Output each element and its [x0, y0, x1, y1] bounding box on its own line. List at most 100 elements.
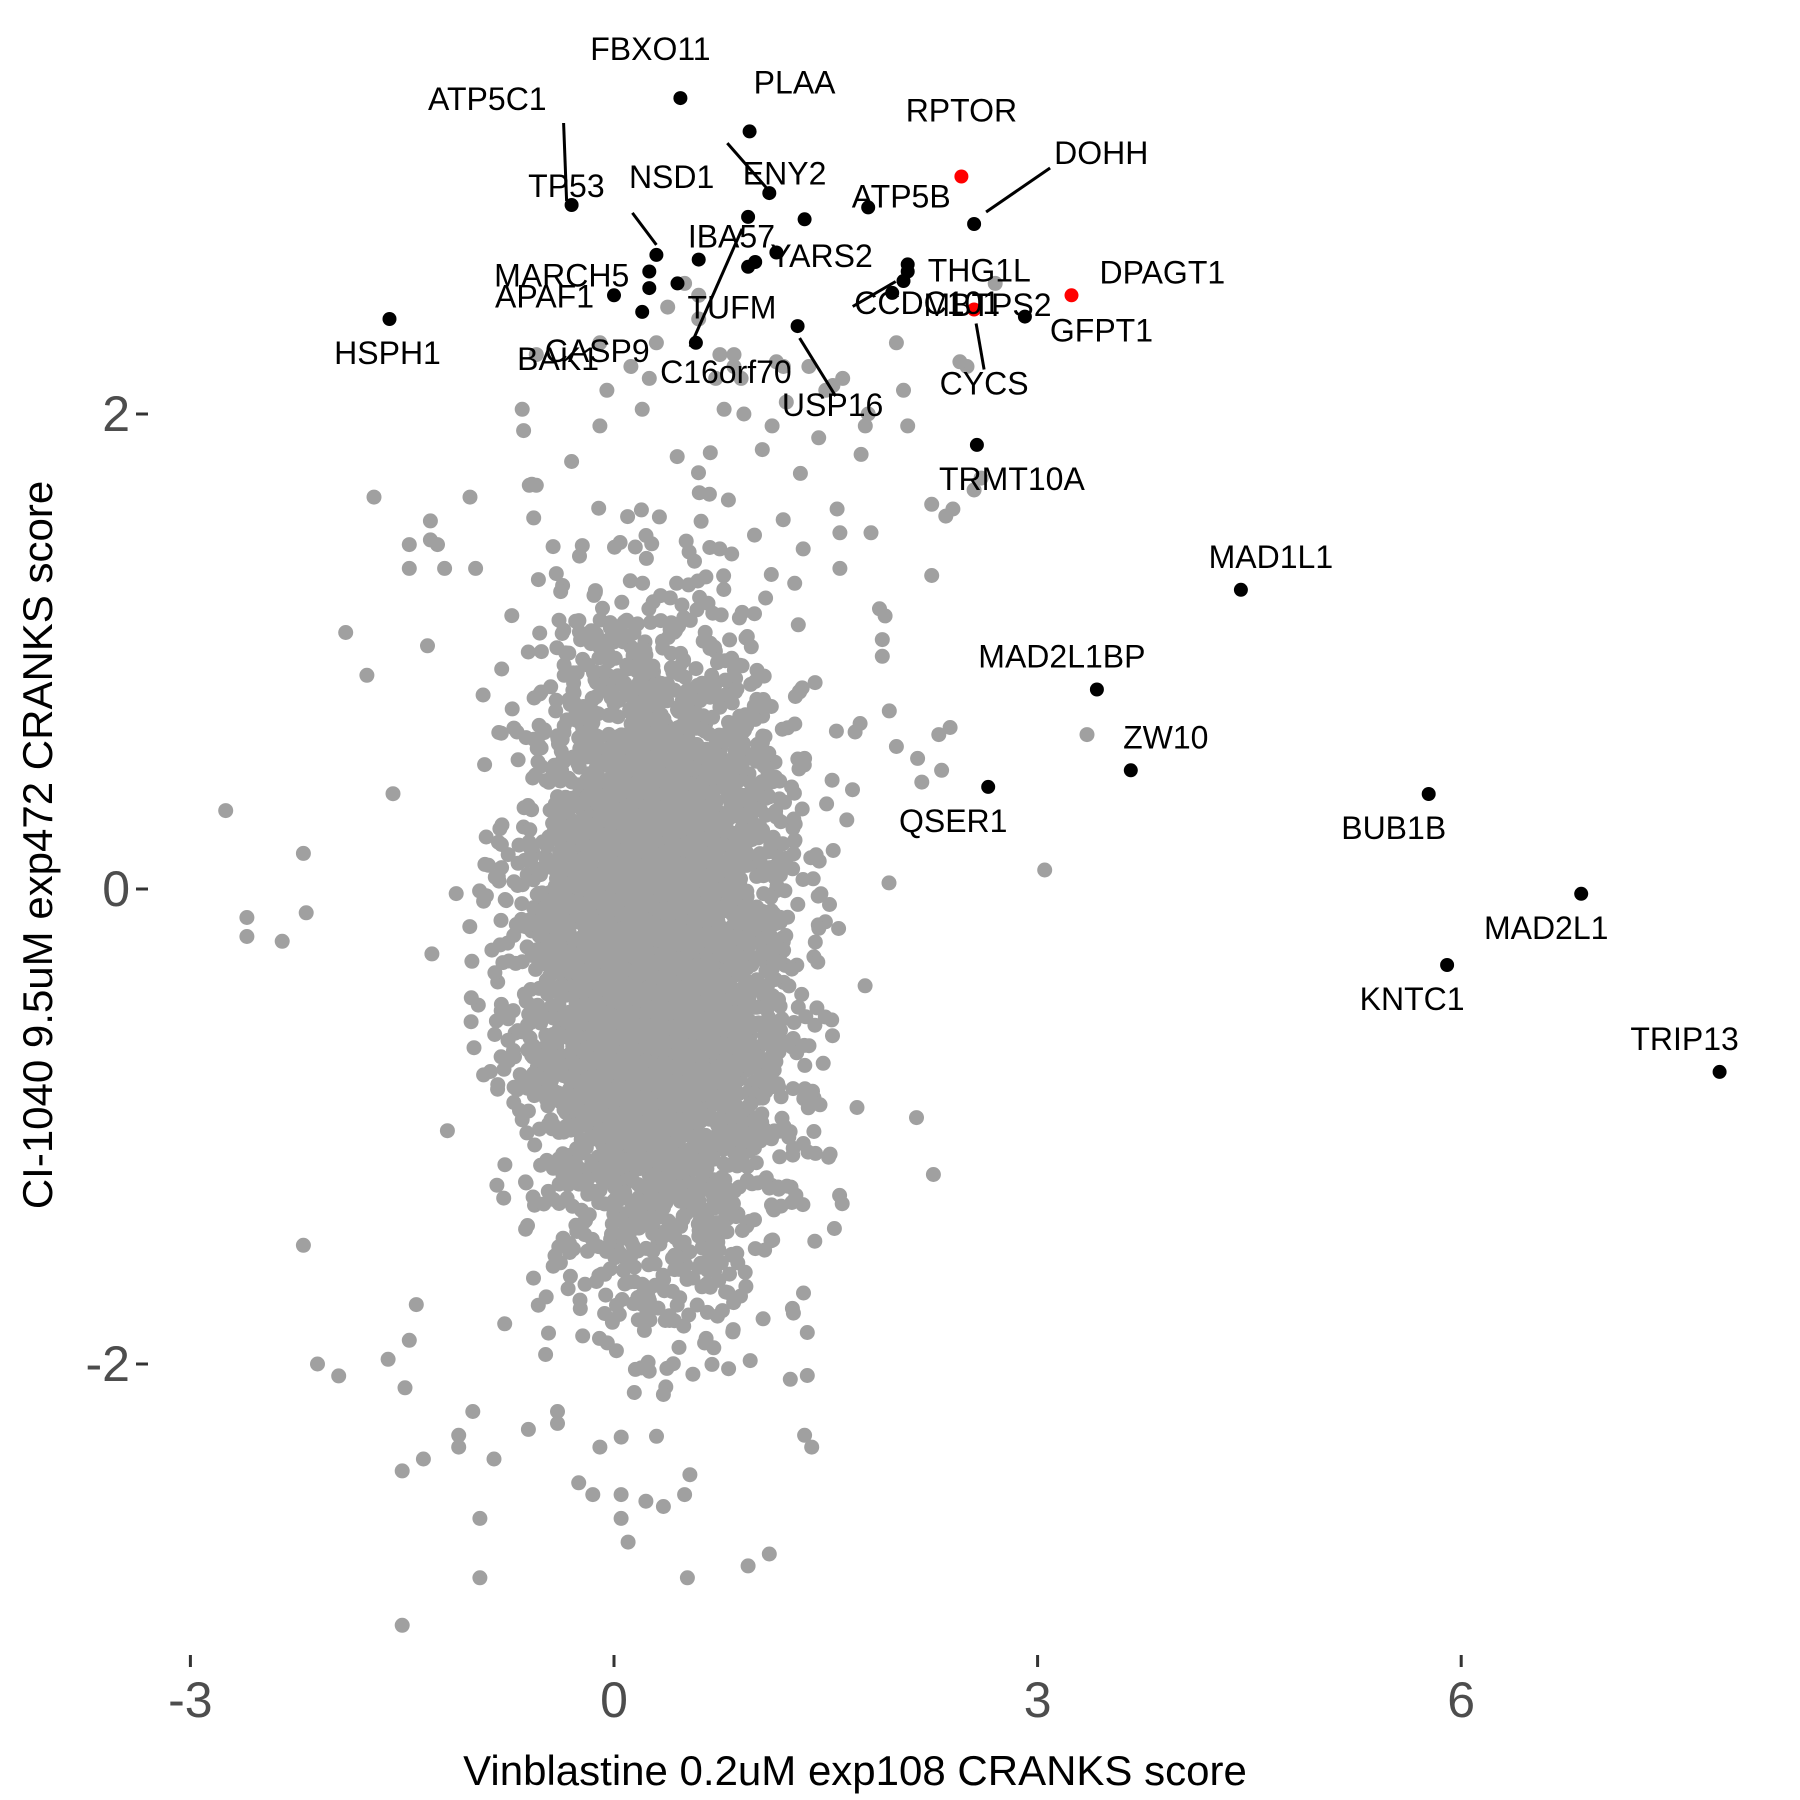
- bulk-point: [570, 756, 586, 772]
- bulk-point: [805, 871, 821, 887]
- bulk-point: [619, 764, 634, 780]
- bulk-point: [729, 725, 745, 741]
- bulk-point: [636, 1322, 652, 1338]
- bulk-point: [671, 1261, 687, 1277]
- bulk-point: [857, 978, 873, 994]
- bulk-point: [661, 779, 677, 795]
- bulk-point: [472, 883, 488, 899]
- bulk-point: [530, 1047, 546, 1063]
- bulk-point: [670, 699, 686, 715]
- bulk-point: [762, 1073, 778, 1088]
- bulk-point: [679, 1084, 695, 1100]
- bulk-point: [539, 1030, 555, 1046]
- bulk-point: [609, 1297, 624, 1313]
- bulk-point: [665, 952, 681, 968]
- bulk-point: [646, 1167, 662, 1183]
- bulk-point: [755, 734, 770, 750]
- bulk-point: [776, 942, 792, 958]
- bulk-point: [581, 935, 596, 951]
- bulk-point: [463, 1014, 479, 1030]
- bulk-point: [807, 675, 823, 691]
- bulk-point: [548, 692, 564, 708]
- bulk-point: [584, 1231, 600, 1247]
- bulk-point: [532, 1004, 548, 1020]
- bulk-point: [498, 893, 514, 909]
- bulk-point: [491, 725, 507, 740]
- bulk-point: [715, 836, 731, 852]
- bulk-point: [549, 823, 564, 839]
- bulk-point: [669, 1297, 685, 1313]
- bulk-point: [704, 1356, 720, 1372]
- bulk-point: [771, 992, 786, 1007]
- bulk-point: [501, 953, 517, 969]
- bulk-point: [641, 1290, 657, 1306]
- bulk-point: [464, 953, 480, 969]
- bulk-point: [839, 812, 855, 828]
- bulk-point: [615, 1262, 631, 1278]
- bulk-point: [662, 590, 678, 606]
- bulk-point: [546, 1192, 562, 1207]
- bulk-point: [549, 728, 565, 744]
- bulk-point: [497, 1157, 513, 1173]
- bulk-point: [614, 1017, 630, 1033]
- bulk-point: [647, 1256, 663, 1272]
- bulk-point: [651, 509, 667, 525]
- bulk-point: [743, 639, 759, 655]
- bulk-point: [721, 1182, 737, 1198]
- bulk-point: [702, 445, 718, 461]
- bulk-point: [597, 1196, 613, 1212]
- bulk-point: [529, 942, 545, 958]
- bulk-point: [671, 1339, 687, 1355]
- bulk-point: [756, 1052, 772, 1068]
- bulk-point: [807, 934, 823, 950]
- bulk-point: [537, 900, 553, 916]
- bulk-point: [662, 847, 678, 863]
- bulk-point: [487, 869, 503, 885]
- bulk-point: [627, 1361, 643, 1377]
- bulk-point: [693, 1216, 709, 1231]
- bulk-point: [644, 536, 660, 552]
- bulk-point: [576, 1088, 592, 1104]
- bulk-point: [565, 665, 581, 681]
- bulk-point: [756, 984, 772, 999]
- bulk-point: [545, 1117, 561, 1133]
- bulk-point: [733, 1149, 749, 1165]
- bulk-point: [566, 685, 582, 701]
- bulk-point: [750, 851, 766, 867]
- bulk-point: [775, 512, 791, 528]
- bulk-point: [526, 510, 542, 526]
- bulk-point: [510, 752, 526, 768]
- bulk-point: [604, 683, 620, 699]
- bulk-point: [682, 1467, 698, 1483]
- bulk-point: [711, 853, 727, 869]
- bulk-point: [739, 1172, 755, 1188]
- bulk-point: [591, 500, 607, 516]
- bulk-point: [711, 1272, 727, 1288]
- bulk-point: [747, 606, 762, 622]
- bulk-point: [589, 894, 605, 910]
- bulk-point: [600, 1034, 615, 1050]
- bulk-point: [726, 1295, 742, 1311]
- bulk-point: [674, 597, 690, 613]
- bulk-point: [720, 1157, 736, 1173]
- bulk-point: [448, 886, 464, 902]
- bulk-point: [694, 1240, 710, 1256]
- bulk-point: [592, 1083, 608, 1099]
- bulk-point: [758, 590, 774, 606]
- bulk-point: [765, 1232, 781, 1248]
- bulk-point: [796, 1285, 811, 1301]
- bulk-point: [705, 605, 721, 621]
- bulk-point: [602, 956, 617, 972]
- bulk-point: [565, 1241, 581, 1257]
- bulk-point: [481, 857, 496, 873]
- bulk-point: [506, 1095, 522, 1110]
- bulk-point: [533, 1157, 549, 1173]
- bulk-point: [690, 1160, 706, 1176]
- bulk-point: [559, 922, 574, 938]
- bulk-point: [586, 665, 601, 681]
- bulk-point: [650, 709, 666, 725]
- bulk-point: [610, 709, 626, 725]
- bulk-point: [561, 822, 577, 838]
- bulk-point: [676, 1234, 692, 1250]
- bulk-point: [538, 1347, 554, 1362]
